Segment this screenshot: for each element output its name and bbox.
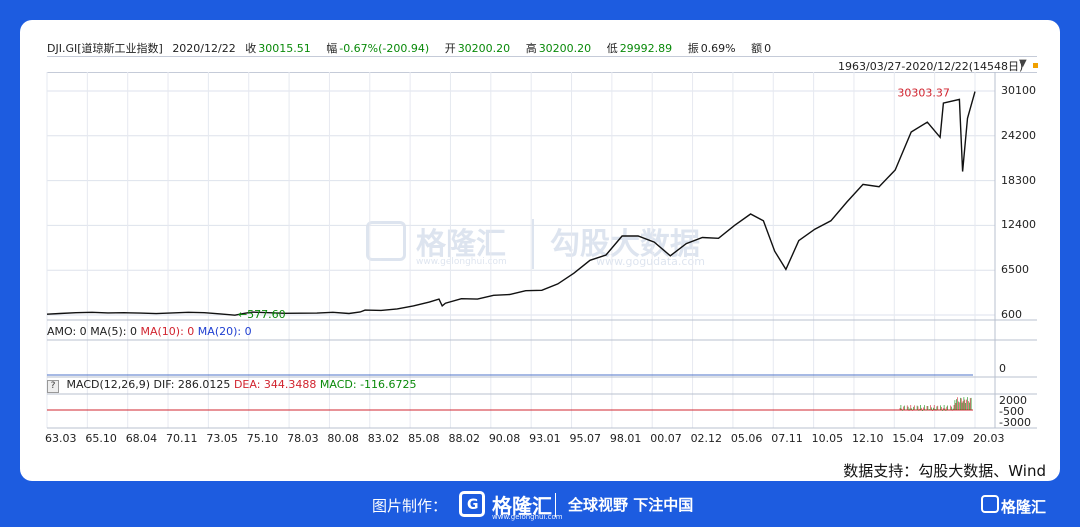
x-tick-label: 85.08	[408, 432, 440, 445]
y-tick-label: 24200	[1001, 128, 1036, 142]
brand-name: 格隆汇	[492, 494, 552, 518]
open-label: 开	[444, 42, 456, 55]
amount-value: 0	[764, 42, 772, 55]
x-tick-label: 12.10	[851, 432, 884, 445]
x-tick-label: 00.07	[650, 432, 682, 445]
x-tick-label: 15.04	[892, 432, 924, 445]
x-tick-label: 17.09	[932, 432, 965, 445]
watermark-logo-icon	[366, 221, 406, 261]
amo-ma10: MA(10): 0	[140, 325, 195, 338]
x-tick-label: 10.05	[811, 432, 844, 445]
date-label: 2020/12/22	[172, 42, 236, 55]
low-label: 低	[606, 42, 618, 55]
macd-legend: ? MACD(12,26,9) DIF: 286.0125 DEA: 344.3…	[47, 378, 417, 393]
amp-value: 0.69%	[700, 42, 736, 55]
x-tick-label: 83.02	[367, 432, 400, 445]
open-value: 30200.20	[457, 42, 511, 55]
x-tick-label: 63.03	[45, 432, 77, 445]
header-divider	[47, 56, 1037, 57]
macd-value: MACD: -116.6725	[319, 378, 417, 391]
macd-dif: DIF: 286.0125	[153, 378, 231, 391]
open-group: 开 30200.20	[445, 42, 517, 55]
change-label: 幅	[326, 42, 338, 55]
amp-label: 振	[687, 42, 699, 55]
high-label: 高	[525, 42, 537, 55]
range-marker-icon	[1033, 63, 1038, 68]
amp-group: 振 0.69%	[688, 42, 742, 55]
axis-layer	[47, 72, 1037, 429]
close-value: 30015.51	[258, 42, 311, 55]
x-tick-label: 02.12	[690, 432, 723, 445]
y-tick-label: 12400	[1001, 218, 1036, 232]
close-group: 收 30015.51	[245, 42, 317, 55]
watermark-data-brand: 勾股大数据	[550, 227, 700, 262]
amo-ma5: MA(5): 0	[90, 325, 137, 338]
annotation-layer: 30303.37 ←577.60	[238, 86, 950, 321]
brand-logo-icon: G	[459, 491, 485, 517]
x-tick-label: 95.07	[569, 432, 602, 445]
brand-logo-letter: G	[467, 497, 479, 513]
x-tick-label: 88.02	[448, 432, 480, 445]
x-tick-label: 78.03	[287, 432, 319, 445]
date-range-label[interactable]: 1963/03/27-2020/12/22(14548日)	[838, 60, 1024, 73]
x-tick-label: 07.11	[771, 432, 803, 445]
x-tick-label: 90.08	[488, 432, 521, 445]
made-by-label: 图片制作：	[372, 497, 448, 515]
high-value: 30200.20	[538, 42, 592, 55]
change-value: -0.67%(-200.94)	[339, 42, 430, 55]
amo-value: AMO: 0	[47, 325, 87, 338]
x-tick-label: 65.10	[85, 432, 117, 445]
amo-zero-tick: 0	[999, 362, 1006, 375]
x-tick-label: 73.05	[206, 432, 238, 445]
amo-legend: AMO: 0 MA(5): 0 MA(10): 0 MA(20): 0	[47, 325, 252, 338]
data-credit: 数据支持：勾股大数据、Wind	[843, 462, 1046, 480]
macd-name: MACD(12,26,9)	[66, 378, 151, 391]
macd-tick-bottom: -3000	[999, 416, 1031, 429]
x-tick-label: 68.04	[125, 432, 158, 445]
amo-ma20: MA(20): 0	[197, 325, 252, 338]
price-chart: 30303.37 ←577.60	[46, 72, 1037, 429]
footer-separator	[555, 493, 556, 517]
range-dropdown-icon[interactable]: ▼	[1019, 58, 1027, 69]
x-tick-label: 20.03	[973, 432, 1005, 445]
y-tick-label: 6500	[1001, 263, 1029, 277]
watermark-brand-url: www.gelonghui.com	[416, 257, 507, 267]
y-tick-label: 30100	[1001, 84, 1036, 97]
macd-tick-top: 2000	[999, 394, 1027, 407]
help-icon[interactable]: ?	[47, 380, 59, 393]
x-tick-label: 05.06	[730, 432, 763, 445]
high-annotation: 30303.37	[897, 86, 950, 99]
watermark-separator	[532, 219, 534, 269]
low-value: 29992.89	[619, 42, 673, 55]
footer-bar: 图片制作： G 格隆汇 www.gelonghui.com 全球视野 下注中国 …	[0, 481, 1080, 527]
macd-dea: DEA: 344.3488	[233, 378, 317, 391]
range-divider	[47, 72, 1037, 73]
price-series-line	[46, 91, 976, 316]
x-tick-label: 93.01	[529, 432, 561, 445]
high-group: 高 30200.20	[526, 42, 598, 55]
y-tick-label: 600	[1001, 308, 1022, 321]
y-tick-label: 18300	[1001, 173, 1036, 187]
close-label: 收	[245, 42, 257, 55]
low-annotation: ←577.60	[238, 308, 286, 321]
x-tick-label: 70.11	[166, 432, 198, 445]
symbol-label: DJI.GI[道琼斯工业指数]	[47, 42, 163, 55]
grid-layer	[46, 72, 995, 428]
low-group: 低 29992.89	[607, 42, 679, 55]
quote-header: DJI.GI[道琼斯工业指数] 2020/12/22 收 30015.51 幅 -0…	[47, 40, 783, 56]
slogan: 全球视野 下注中国	[568, 496, 694, 514]
corner-logo-icon	[981, 495, 999, 513]
chart-card: DJI.GI[道琼斯工业指数] 2020/12/22 收 30015.51 幅 -0…	[20, 20, 1060, 481]
x-tick-label: 80.08	[327, 432, 359, 445]
macd-tick-mid: -500	[999, 405, 1024, 418]
watermark-data-url: www.gogudata.com	[596, 255, 705, 268]
brand-url: www.gelonghui.com	[492, 513, 563, 521]
x-tick-label: 75.10	[246, 432, 279, 445]
amount-label: 额	[751, 42, 763, 55]
x-tick-label: 98.01	[609, 432, 642, 445]
change-group: 幅 -0.67%(-200.94)	[326, 42, 435, 55]
corner-brand: 格隆汇	[1001, 498, 1047, 516]
